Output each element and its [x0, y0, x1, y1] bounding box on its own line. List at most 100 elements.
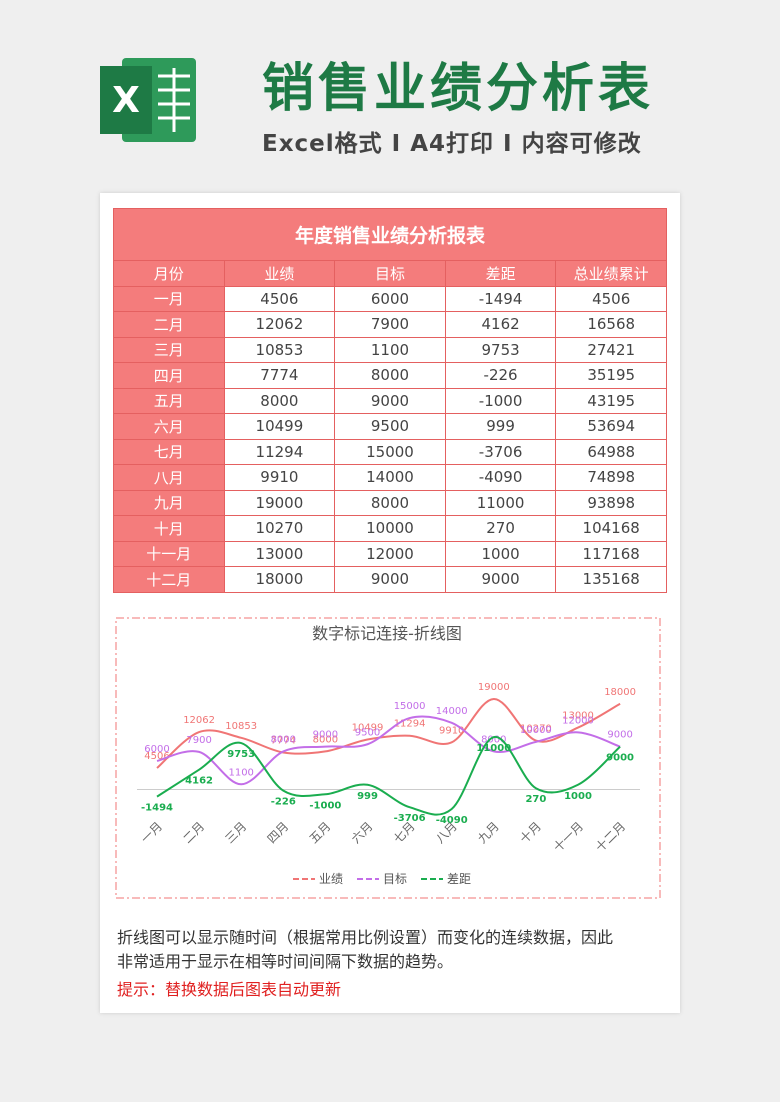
data-label: 11294	[394, 719, 426, 730]
table-row: 七月 11294 15000 -3706 64988	[113, 438, 667, 465]
month-cell: 三月	[113, 336, 225, 363]
cell: 7900	[334, 311, 446, 338]
month-cell: 十二月	[113, 566, 225, 593]
note: 折线图可以显示随时间（根据常用比例设置）而变化的连续数据，因此非常适用于显示在相…	[117, 928, 614, 971]
month-cell: 九月	[113, 489, 225, 516]
data-label: 6000	[144, 744, 169, 755]
data-label: 9500	[355, 727, 380, 738]
cell: 13000	[223, 540, 336, 567]
cell: 43195	[555, 387, 667, 414]
series-line	[156, 736, 621, 816]
data-label: 8000	[313, 734, 338, 745]
data-label: 10499	[352, 722, 384, 733]
data-label: -1000	[309, 800, 341, 811]
data-label: 10000	[520, 725, 552, 736]
column-header: 月份	[113, 260, 225, 287]
cell: 8000	[223, 387, 336, 414]
data-label: -1494	[141, 803, 173, 814]
month-cell: 一月	[113, 285, 225, 312]
data-label: 13000	[562, 711, 594, 722]
x-tick-label: 二月	[180, 819, 207, 846]
table-row: 十月 10270 10000 270 104168	[113, 515, 667, 542]
cell: 9910	[223, 464, 336, 491]
x-tick-label: 五月	[307, 819, 334, 846]
data-label: 9000	[313, 730, 338, 741]
x-tick-label: 十月	[517, 819, 544, 846]
data-label: 18000	[604, 687, 636, 698]
table-title: 年度销售业绩分析报表	[113, 208, 667, 261]
data-label: 9000	[606, 753, 634, 764]
cell: 19000	[223, 489, 336, 516]
month-cell: 八月	[113, 464, 225, 491]
chart: 数字标记连接-折线图 一月 二月 三月 四月 五月 六月 七月 八月 九月 十月 十一月 十二月450…	[115, 617, 661, 899]
table-row: 三月 10853 1100 9753 27421	[113, 336, 667, 363]
cell: -3706	[444, 438, 557, 465]
data-label: 9910	[439, 725, 464, 736]
table-row: 六月 10499 9500 999 53694	[113, 413, 667, 440]
subtitle: Excel格式 I A4打印 I 内容可修改	[262, 131, 642, 157]
data-label: 8000	[271, 734, 296, 745]
chart-border	[115, 617, 661, 899]
data-label: 10270	[520, 724, 552, 735]
cell: -226	[444, 362, 557, 389]
cell: 18000	[223, 566, 336, 593]
cell: 7774	[223, 362, 336, 389]
cell: 270	[444, 515, 557, 542]
chart-title: 数字标记连接-折线图	[312, 624, 462, 643]
legend-label: 目标	[383, 872, 407, 886]
column-header: 总业绩累计	[555, 260, 667, 287]
cell: 64988	[555, 438, 667, 465]
data-label: 9753	[227, 749, 255, 760]
month-cell: 七月	[113, 438, 225, 465]
data-label: 7774	[271, 735, 296, 746]
cell: 104168	[555, 515, 667, 542]
cell: 4162	[444, 311, 557, 338]
cell: 117168	[555, 540, 667, 567]
cell: -4090	[444, 464, 557, 491]
cell: 6000	[334, 285, 446, 312]
data-label: 12062	[183, 715, 215, 726]
cell: 10853	[223, 336, 336, 363]
x-tick-label: 四月	[265, 819, 292, 846]
card: 年度销售业绩分析报表 月份 业绩 目标 差距 总业绩累计 一月 4506 6000 -1494 45…	[100, 193, 680, 1013]
svg-text:X: X	[112, 80, 140, 121]
column-header: 差距	[444, 260, 557, 287]
table-row: 一月 4506 6000 -1494 4506	[113, 285, 667, 312]
cell: 15000	[334, 438, 446, 465]
cell: 8000	[334, 489, 446, 516]
cell: 1100	[334, 336, 446, 363]
data-label: 1100	[228, 767, 253, 778]
cell: 27421	[555, 336, 667, 363]
data-label: 4506	[144, 751, 169, 762]
data-label: 14000	[436, 706, 468, 717]
cell: 9500	[334, 413, 446, 440]
cell: 1000	[444, 540, 557, 567]
cell: 999	[444, 413, 557, 440]
data-label: 11000	[476, 743, 511, 754]
cell: 9000	[334, 566, 446, 593]
data-label: 4162	[185, 776, 213, 787]
cell: -1000	[444, 387, 557, 414]
data-label: 270	[525, 794, 546, 805]
legend-label: 差距	[447, 872, 471, 886]
cell: 10270	[223, 515, 336, 542]
table-row: 四月 7774 8000 -226 35195	[113, 362, 667, 389]
cell: 11294	[223, 438, 336, 465]
data-label: 12000	[562, 715, 594, 726]
cell: 12062	[223, 311, 336, 338]
cell: 16568	[555, 311, 667, 338]
month-cell: 四月	[113, 362, 225, 389]
data-label: 9000	[607, 730, 632, 741]
data-label: 19000	[478, 682, 510, 693]
month-cell: 十月	[113, 515, 225, 542]
cell: 135168	[555, 566, 667, 593]
data-label: -4090	[436, 815, 468, 826]
table-row: 五月 8000 9000 -1000 43195	[113, 387, 667, 414]
table-row: 九月 19000 8000 11000 93898	[113, 489, 667, 516]
cell: 9753	[444, 336, 557, 363]
x-tick-label: 十一月	[551, 819, 586, 854]
cell: -1494	[444, 285, 557, 312]
data-label: 1000	[564, 791, 592, 802]
table-row: 十一月 13000 12000 1000 117168	[113, 540, 667, 567]
cell: 4506	[555, 285, 667, 312]
